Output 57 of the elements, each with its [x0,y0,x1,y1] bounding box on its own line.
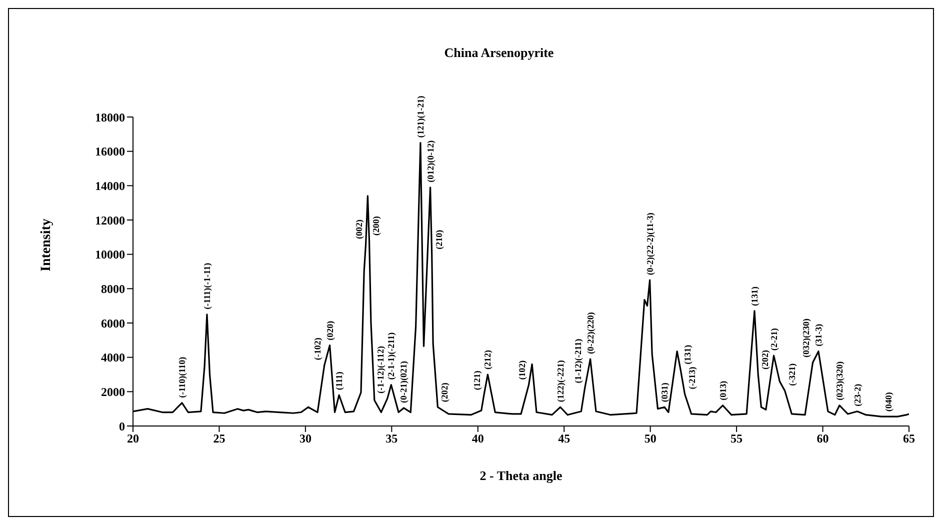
x-tick-label: 45 [558,432,570,446]
annotation: (131) [749,286,760,306]
annotation: (023)(320) [834,361,845,400]
x-tick-label: 60 [816,432,829,446]
annotation: (-111)(-1-11) [202,262,212,310]
x-tick-label: 55 [730,432,743,446]
y-tick-label: 4000 [101,350,125,365]
annotation: (23-2) [852,384,862,406]
annotation: (202) [440,382,450,402]
annotation: (031) [659,382,670,402]
x-tick-label: 25 [213,432,226,446]
annotation: (210) [434,230,444,250]
y-tick-label: 8000 [101,282,125,296]
annotation: (111) [334,372,344,390]
annotation: (-321) [786,363,797,386]
x-tick-label: 20 [127,432,139,446]
annotation: (013) [718,380,728,400]
annotation: (2-1-1)(-211) [386,332,396,380]
x-tick-label: 65 [903,432,915,446]
annotation: (0-21)(021) [398,360,409,403]
annotation: (0-2)(22-2)(11-3) [644,212,655,276]
annotation: (2-21) [768,328,779,351]
annotation: (040) [883,392,894,412]
annotation: (121)(1-21) [415,96,426,138]
annotation: (-102) [312,338,322,360]
x-tick-label: 40 [472,432,484,446]
annotation: (-110)(110) [176,356,187,398]
x-axis-title: 2 - Theta angle [480,468,562,483]
y-tick-label: 14000 [95,178,125,193]
annotation: (032)(230) [800,318,811,358]
x-tick-label: 50 [644,432,656,446]
y-tick-label: 6000 [101,316,125,330]
annotation: (-213) [686,366,697,390]
y-axis-title: Intensity [38,218,54,272]
annotation: (202) [760,350,770,370]
annotation: (102) [516,360,527,380]
y-tick-label: 16000 [95,144,125,159]
annotation: (0-22)(220) [585,312,596,354]
y-tick-label: 10000 [95,248,125,262]
annotation: (012)(0-12) [425,140,436,182]
annotation: (131) [682,344,693,364]
annotation: (121) [472,370,482,390]
y-tick-label: 18000 [95,110,125,124]
y-tick-label: 12000 [95,213,125,228]
annotation: (002) [354,220,364,240]
annotation: (122)(-221) [555,360,566,402]
y-tick-label: 2000 [101,384,125,399]
annotation: (31-3) [813,324,824,346]
annotation: (020) [324,320,335,340]
annotation: (212) [482,350,493,370]
annotation: (-1-12)(-112) [375,346,386,394]
chart-title: China Arsenopyrite [444,45,554,60]
annotation: (1-12)(-211) [572,338,583,384]
x-tick-label: 35 [386,432,398,446]
y-tick-label: 0 [119,419,125,434]
annotation: (200) [371,216,382,236]
x-tick-label: 30 [299,432,312,446]
